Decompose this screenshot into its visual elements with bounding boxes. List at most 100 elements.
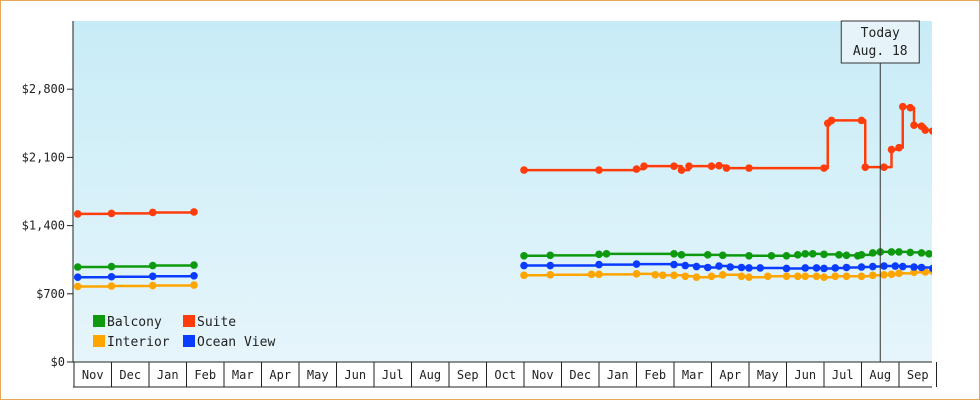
data-point — [149, 282, 157, 290]
data-point — [906, 104, 914, 112]
data-point — [520, 262, 528, 270]
data-point — [74, 263, 82, 271]
data-point — [831, 272, 839, 280]
today-date: Aug. 18 — [853, 44, 908, 59]
data-point — [895, 270, 903, 278]
data-point — [149, 272, 157, 280]
data-point — [745, 252, 753, 260]
data-point — [933, 126, 941, 134]
data-point — [783, 252, 791, 260]
data-point — [813, 264, 821, 272]
data-point — [708, 162, 716, 170]
data-point — [693, 273, 701, 281]
data-point — [910, 263, 918, 271]
data-point — [190, 281, 198, 289]
legend-label: Suite — [197, 315, 236, 330]
x-tick-label: Apr — [269, 368, 291, 382]
data-point — [858, 272, 866, 280]
y-axis: $0$700$1,400$2,100$2,800 — [22, 21, 73, 369]
data-point — [933, 267, 941, 275]
data-point — [726, 263, 734, 271]
data-point — [801, 250, 809, 258]
data-point — [659, 271, 667, 279]
legend-label: Ocean View — [197, 335, 275, 350]
data-point — [678, 166, 686, 174]
data-point — [918, 264, 926, 272]
data-point — [888, 146, 896, 154]
data-point — [190, 272, 198, 280]
data-point — [595, 251, 603, 259]
data-point — [891, 262, 899, 270]
data-point — [704, 264, 712, 272]
data-point — [918, 249, 926, 257]
data-point — [715, 262, 723, 270]
data-point — [895, 144, 903, 152]
series-line — [78, 276, 194, 277]
x-tick-label: May — [757, 368, 779, 382]
x-tick-label: May — [307, 368, 329, 382]
data-point — [546, 271, 554, 279]
data-point — [820, 273, 828, 281]
data-point — [546, 262, 554, 270]
x-tick-label: Jul — [382, 368, 404, 382]
data-point — [835, 251, 843, 259]
data-point — [936, 265, 944, 273]
data-point — [820, 265, 828, 273]
data-point — [745, 264, 753, 272]
data-point — [888, 271, 896, 279]
data-point — [633, 270, 641, 278]
data-point — [801, 272, 809, 280]
legend-swatch — [93, 315, 105, 327]
data-point — [921, 126, 929, 134]
data-point — [633, 165, 641, 173]
data-point — [704, 251, 712, 259]
data-point — [880, 163, 888, 171]
data-point — [951, 253, 959, 261]
data-point — [880, 271, 888, 279]
projection-line — [948, 265, 980, 268]
data-point — [149, 209, 157, 217]
data-point — [880, 262, 888, 270]
data-point — [801, 264, 809, 272]
data-point — [74, 273, 82, 281]
data-point — [670, 250, 678, 258]
x-tick-label: Jul — [832, 368, 854, 382]
data-point — [929, 265, 937, 273]
legend-item: Ocean View — [183, 335, 275, 350]
x-tick-label: Feb — [194, 368, 216, 382]
data-point — [764, 272, 772, 280]
data-point — [783, 265, 791, 273]
data-point — [756, 264, 764, 272]
data-point — [843, 272, 851, 280]
data-point — [108, 263, 116, 271]
data-point — [794, 272, 802, 280]
data-point — [858, 263, 866, 271]
data-point — [831, 264, 839, 272]
legend-swatch — [183, 335, 195, 347]
data-point — [693, 263, 701, 271]
y-tick-label: $1,400 — [22, 219, 65, 233]
data-point — [715, 162, 723, 170]
data-point — [895, 248, 903, 256]
today-label: Today — [861, 26, 900, 41]
x-tick-label: Nov — [82, 368, 104, 382]
data-point — [670, 271, 678, 279]
data-point — [681, 262, 689, 270]
x-tick-label: Mar — [682, 368, 704, 382]
data-point — [813, 272, 821, 280]
data-point — [929, 127, 937, 135]
data-point — [74, 283, 82, 291]
data-point — [745, 273, 753, 281]
data-point — [678, 251, 686, 259]
data-point — [633, 260, 641, 268]
data-point — [745, 164, 753, 172]
data-point — [738, 272, 746, 280]
data-point — [809, 250, 817, 258]
data-point — [149, 262, 157, 270]
data-point — [520, 166, 528, 174]
x-tick-label: Apr — [719, 368, 741, 382]
data-point — [944, 264, 952, 272]
data-point — [858, 251, 866, 259]
